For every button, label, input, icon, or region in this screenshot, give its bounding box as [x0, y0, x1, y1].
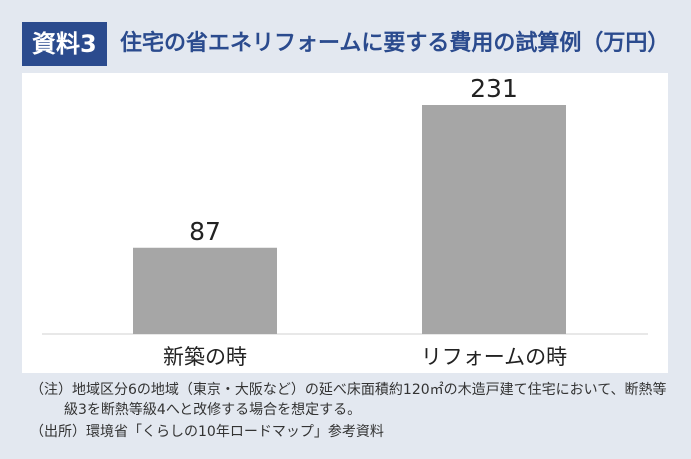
x-tick-label: リフォームの時: [421, 345, 567, 369]
source: （出所）環境省「くらしの10年ロードマップ」参考資料: [30, 424, 384, 440]
x-tick-label: 新築の時: [163, 345, 247, 369]
value-label: 231: [470, 74, 518, 103]
note: （注）地域区分6の地域（東京・大阪など）の延べ床面積約120㎡の木造戸建て住宅に…: [30, 382, 667, 418]
chart-title: 住宅の省エネリフォームに要する費用の試算例（万円）: [120, 31, 670, 56]
value-label: 87: [189, 217, 221, 246]
chart-panel: [22, 73, 668, 373]
figure-label: 資料3: [22, 22, 107, 66]
chart: 87 新築の時 231 リフォームの時: [22, 73, 668, 373]
bar: [422, 105, 566, 334]
bar: [133, 247, 277, 334]
